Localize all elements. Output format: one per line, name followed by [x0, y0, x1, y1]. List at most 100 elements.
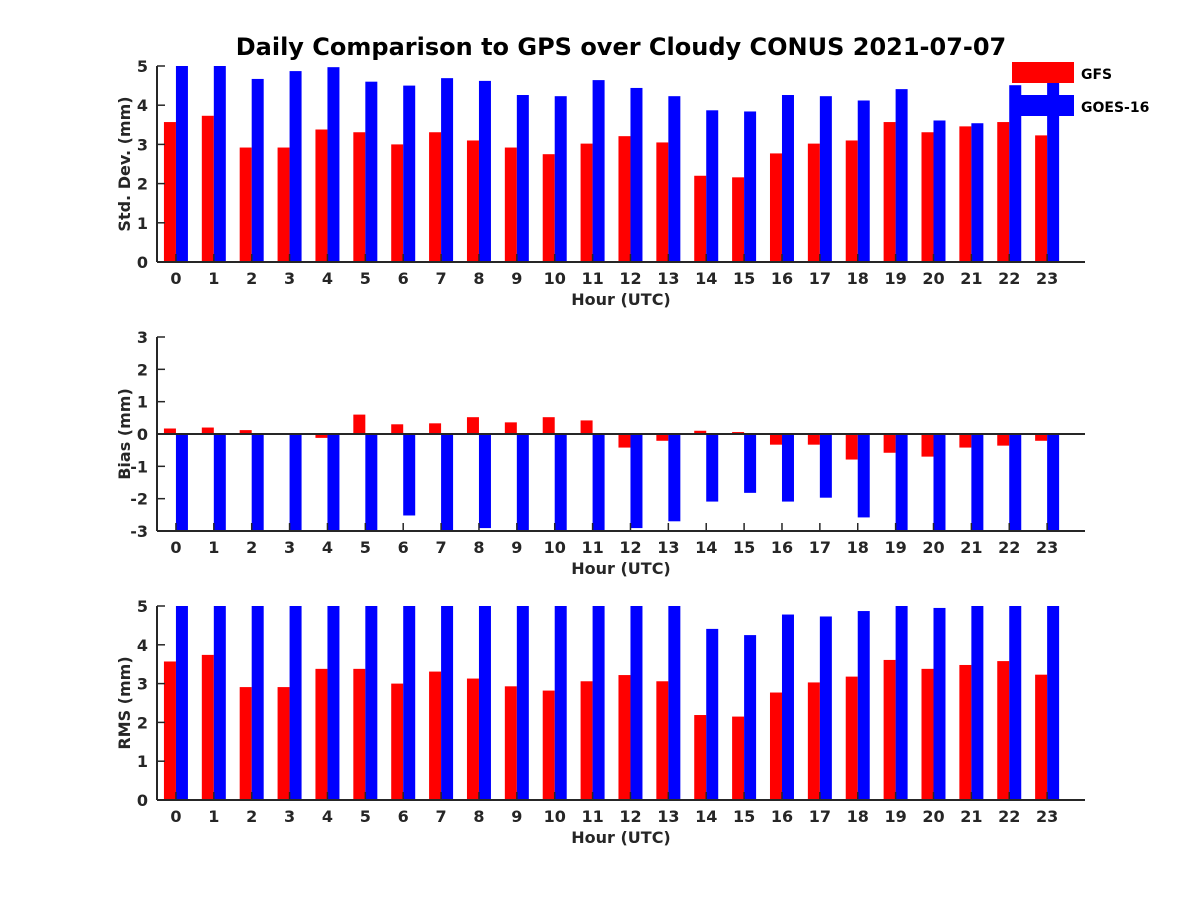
x-tick-label: 19: [884, 807, 906, 826]
bar-gfs-hour-22: [997, 661, 1010, 800]
x-tick-label: 20: [922, 538, 944, 557]
bar-gfs-hour-0: [163, 661, 176, 800]
bar-goes16-hour-2: [251, 434, 264, 531]
bar-goes16-hour-20: [933, 607, 946, 800]
x-tick-label: 0: [170, 807, 181, 826]
bar-gfs-hour-13: [656, 434, 669, 441]
x-tick-label: 16: [771, 807, 793, 826]
y-tick-label: 1: [137, 214, 148, 233]
x-tick-label: 12: [619, 807, 641, 826]
legend-swatch-gfs: [1012, 62, 1074, 83]
bar-goes16-hour-15: [744, 635, 757, 800]
x-tick-label: 11: [581, 807, 603, 826]
bar-gfs-hour-16: [769, 434, 782, 445]
bar-gfs-hour-17: [807, 143, 820, 262]
bar-gfs-hour-14: [694, 430, 707, 434]
bar-gfs-hour-10: [542, 690, 555, 800]
bar-goes16-hour-17: [819, 434, 832, 498]
bar-goes16-hour-12: [630, 87, 643, 263]
x-axis-label: Hour (UTC): [571, 559, 671, 578]
bar-gfs-hour-19: [883, 122, 896, 262]
x-tick-label: 3: [284, 807, 295, 826]
bar-goes16-hour-13: [668, 434, 681, 522]
x-tick-label: 18: [847, 807, 869, 826]
y-axis-label: RMS (mm): [115, 656, 134, 749]
bar-goes16-hour-10: [554, 606, 567, 800]
bar-goes16-hour-19: [895, 434, 908, 531]
bar-gfs-hour-15: [732, 716, 745, 800]
x-tick-label: 21: [960, 269, 982, 288]
x-tick-label: 5: [360, 807, 371, 826]
bar-gfs-hour-7: [429, 132, 442, 262]
bar-goes16-hour-1: [213, 66, 226, 262]
bar-goes16-hour-11: [592, 434, 605, 531]
bar-goes16-hour-5: [365, 81, 378, 263]
bar-gfs-hour-4: [315, 668, 328, 800]
bar-gfs-hour-12: [618, 136, 631, 262]
bar-goes16-hour-5: [365, 606, 378, 800]
bar-goes16-hour-3: [289, 606, 302, 800]
x-tick-label: 13: [657, 538, 679, 557]
x-axis-label: Hour (UTC): [571, 290, 671, 309]
y-tick-label: 2: [137, 175, 148, 194]
bar-gfs-hour-21: [959, 434, 972, 448]
bar-gfs-hour-13: [656, 142, 669, 262]
bar-gfs-hour-5: [353, 132, 366, 262]
x-tick-label: 21: [960, 807, 982, 826]
bar-goes16-hour-14: [706, 628, 719, 800]
x-tick-label: 15: [733, 269, 755, 288]
legend-label-gfs: GFS: [1081, 67, 1112, 83]
bar-goes16-hour-3: [289, 434, 302, 531]
x-tick-label: 4: [322, 807, 333, 826]
bar-goes16-hour-1: [213, 434, 226, 531]
bar-goes16-hour-17: [819, 96, 832, 263]
bar-goes16-hour-0: [175, 434, 188, 531]
bar-goes16-hour-6: [403, 434, 416, 516]
bar-goes16-hour-19: [895, 606, 908, 800]
bar-goes16-hour-4: [327, 434, 340, 531]
bar-gfs-hour-0: [163, 122, 176, 262]
x-tick-label: 20: [922, 807, 944, 826]
bar-gfs-hour-0: [163, 428, 176, 434]
bar-gfs-hour-8: [466, 140, 479, 262]
bar-goes16-hour-22: [1009, 434, 1022, 531]
bar-goes16-hour-5: [365, 434, 378, 531]
bar-goes16-hour-11: [592, 80, 605, 262]
bar-gfs-hour-3: [277, 687, 290, 800]
x-tick-label: 9: [511, 269, 522, 288]
bar-goes16-hour-14: [706, 434, 719, 502]
bar-gfs-hour-21: [959, 126, 972, 262]
bar-goes16-hour-15: [744, 111, 757, 262]
bar-gfs-hour-11: [580, 681, 593, 800]
x-tick-label: 17: [809, 538, 831, 557]
bar-goes16-hour-2: [251, 606, 264, 800]
x-tick-label: 3: [284, 269, 295, 288]
bar-goes16-hour-11: [592, 606, 605, 800]
bar-gfs-hour-6: [391, 424, 404, 434]
y-tick-label: 2: [137, 713, 148, 732]
x-tick-label: 22: [998, 269, 1020, 288]
bar-gfs-hour-4: [315, 129, 328, 262]
bar-gfs-hour-13: [656, 681, 669, 800]
bar-goes16-hour-22: [1009, 85, 1022, 262]
bar-gfs-hour-14: [694, 175, 707, 262]
x-tick-label: 23: [1036, 807, 1058, 826]
x-tick-label: 19: [884, 269, 906, 288]
bar-goes16-hour-17: [819, 616, 832, 800]
x-tick-label: 7: [436, 807, 447, 826]
bar-goes16-hour-12: [630, 606, 643, 800]
bar-goes16-hour-12: [630, 434, 643, 529]
bar-gfs-hour-6: [391, 683, 404, 800]
bar-goes16-hour-0: [175, 606, 188, 800]
bar-goes16-hour-21: [971, 434, 984, 531]
x-tick-label: 12: [619, 269, 641, 288]
bar-gfs-hour-7: [429, 423, 442, 434]
y-tick-label: -1: [130, 457, 148, 476]
bar-goes16-hour-6: [403, 85, 416, 262]
x-tick-label: 18: [847, 269, 869, 288]
x-tick-label: 18: [847, 538, 869, 557]
bar-goes16-hour-8: [478, 606, 491, 800]
